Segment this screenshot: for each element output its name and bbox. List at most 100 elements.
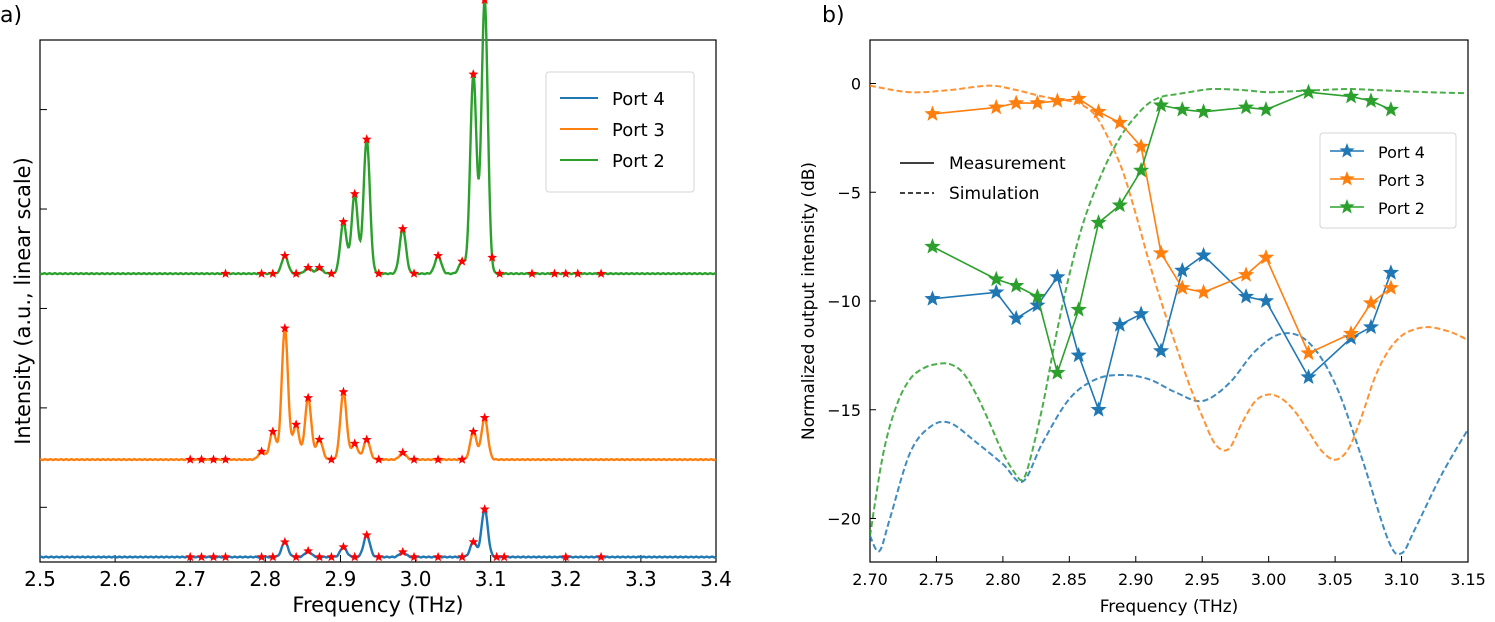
panel-b-ytick-label: −5 (837, 183, 861, 202)
panel-a-peak-marker (349, 438, 360, 448)
panel-a-xtick-label: 2.6 (99, 567, 131, 591)
panel-a-peak-marker (185, 551, 196, 562)
panel-b-point-port2 (1174, 101, 1191, 117)
panel-b-measurement-series (924, 83, 1400, 417)
panel-b-point-port3 (1382, 279, 1400, 295)
panel-b-point-port2 (1090, 214, 1107, 230)
panel-a-peak-marker (457, 256, 468, 266)
panel-a-peak-marker (596, 551, 607, 562)
panel-b-point-port3 (1133, 138, 1150, 154)
panel-b-point-port4 (1362, 318, 1380, 334)
panel-a-peak-marker (361, 134, 372, 144)
panel-a-peak-marker (303, 545, 314, 556)
panel-a-peak-marker (433, 551, 444, 562)
panel-b-xtick-label: 2.95 (1184, 570, 1220, 589)
panel-a-peak-marker (279, 323, 290, 333)
panel-b-point-port3 (924, 105, 941, 121)
panel-a-xtick-label: 2.7 (174, 567, 206, 591)
panel-b-point-port4 (1111, 316, 1128, 332)
panel-b-point-port2 (924, 238, 941, 254)
legend-simulation-label: Simulation (949, 184, 1040, 204)
panel-b-point-port3 (988, 98, 1005, 115)
panel-a-peak-marker (457, 454, 468, 464)
panel-a-peak-marker (279, 536, 290, 547)
panel-a-peak-marker (373, 454, 384, 464)
panel-a-peak-marker (457, 551, 468, 562)
panel-b-point-port4 (988, 283, 1005, 300)
panel-a-peak-marker (220, 454, 231, 464)
legend-b-port3-label: Port 3 (1378, 171, 1425, 190)
legend-b-port4-label: Port 4 (1378, 143, 1425, 162)
panel-b-point-port4 (1070, 346, 1087, 363)
panel-a-xtick-label: 2.5 (24, 567, 56, 591)
legend-a-port3-label: Port 3 (612, 120, 665, 141)
panel-b-point-port4 (1029, 296, 1046, 313)
panel-a-peak-marker (185, 454, 196, 464)
panel-b-xtick-label: 2.80 (985, 570, 1021, 589)
panel-b-point-port3 (1342, 325, 1360, 341)
panel-a-legend-box (545, 71, 695, 193)
panel-a-peak-marker (196, 551, 207, 562)
panel-b-point-port3 (1090, 103, 1107, 119)
panel-b-point-port4 (1090, 401, 1107, 417)
panel-b-point-port2 (1111, 196, 1128, 213)
panel-a-peak-marker (256, 446, 267, 456)
panel-a-peak-marker (494, 268, 505, 278)
panel-b-point-port2 (1049, 364, 1066, 380)
panel-b-point-port2 (1070, 301, 1087, 317)
panel-a-peak-marker (397, 223, 408, 234)
panel-b-ytick-label: −10 (827, 292, 861, 311)
panel-a-peak-marker (338, 216, 349, 227)
panel-b-point-port2 (1195, 103, 1212, 119)
panel-b-point-port4 (1133, 305, 1150, 321)
panel-a-peak-marker (314, 551, 325, 562)
panel-a-peak-marker (326, 454, 337, 464)
panel-a-peak-marker (549, 268, 560, 278)
legend-b-swatch-star (1339, 199, 1355, 214)
panel-a-legend: Port 4 Port 3 Port 2 (545, 71, 695, 193)
panel-a-ticks: 2.5 2.6 2.7 2.8 2.9 3.0 3.1 3.2 3.3 3.4 (24, 109, 732, 591)
panel-b-point-port3 (1195, 283, 1212, 300)
panel-a-peak-marker (373, 268, 384, 278)
panel-b-style-legend: Measurement Simulation (900, 154, 1066, 204)
panel-b-point-port4 (1008, 309, 1025, 326)
panel-b-point-port2 (1257, 101, 1275, 117)
panel-b-y-axis-label: Normalized output intensity (dB) (799, 162, 819, 440)
panel-a-peak-marker (433, 454, 444, 464)
panel-a-peak-marker (596, 268, 607, 278)
panel-b-point-port3 (1029, 94, 1046, 110)
panel-b-point-port2 (1008, 277, 1025, 293)
panel-a-peak-marker (256, 268, 267, 278)
legend-b-swatch-star (1339, 171, 1355, 186)
panel-b-point-port3 (1111, 114, 1128, 130)
panel-b-point-port4 (1152, 342, 1170, 358)
panel-a-peak-marker (409, 454, 419, 464)
panel-b-xtick-label: 3.10 (1384, 570, 1420, 589)
panel-b-sim-port-3-simulation (870, 84, 1468, 461)
panel-b-xtick-label: 2.90 (1118, 570, 1154, 589)
panel-b-point-port3 (1300, 344, 1317, 361)
panel-a-peak-marker (373, 551, 384, 562)
panel-a-xtick-label: 3.0 (400, 567, 432, 591)
panel-b-x-axis-label: Frequency (THz) (1100, 597, 1239, 617)
panel-b-point-port2 (1382, 101, 1400, 117)
panel-a-peak-marker (527, 268, 537, 278)
panel-a-peak-marker (361, 434, 372, 444)
panel-b-point-port3 (1174, 279, 1191, 295)
panel-b-point-port4 (1257, 292, 1275, 308)
panel-b-point-port2 (988, 270, 1005, 287)
panel-b-point-port2 (1152, 96, 1170, 113)
panel-a-peak-marker (303, 262, 314, 272)
panel-b-point-port4 (1237, 288, 1255, 304)
panel-b-ticks: 2.70 2.75 2.80 2.85 2.90 2.95 3.00 3.05 3.10 3.15… (827, 75, 1486, 590)
panel-b-label: b) (822, 3, 845, 28)
panel-b-point-port2 (1300, 83, 1317, 100)
panel-a-peak-marker (291, 419, 302, 429)
panel-a-y-axis-label: Intensity (a.u., linear scale) (11, 157, 35, 445)
panel-a-peak-marker (560, 551, 571, 562)
panel-a-line-port3 (39, 326, 717, 462)
panel-b-point-port4 (1382, 264, 1400, 280)
legend-a-port2-label: Port 2 (612, 151, 665, 172)
panel-b-xtick-label: 3.00 (1251, 570, 1287, 589)
